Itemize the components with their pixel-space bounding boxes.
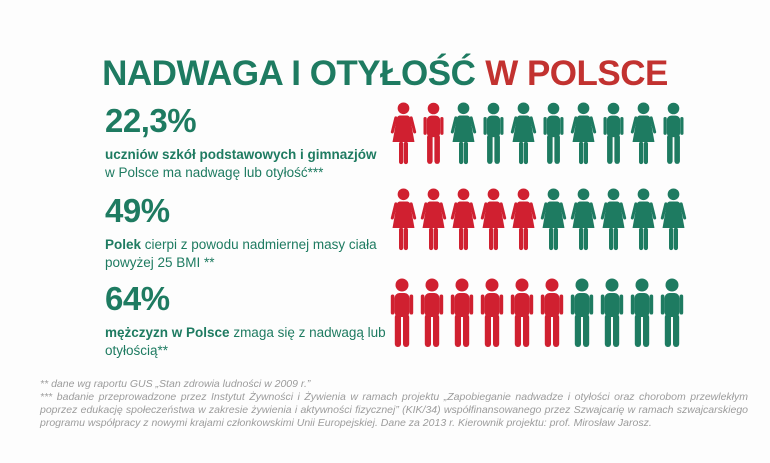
- male-person-icon: [481, 102, 506, 165]
- title-part-red: W POLSCE: [485, 54, 668, 94]
- stat-women-description: Polek cierpi z powodu nadmiernej masy ci…: [105, 236, 390, 272]
- female-person-icon: [568, 188, 599, 251]
- male-person-icon: [661, 102, 686, 165]
- male-person-icon: [601, 102, 626, 165]
- pictogram-row-students: [388, 102, 686, 165]
- footnote-gus-report: ** dane wg raportu GUS „Stan zdrowia lud…: [40, 378, 311, 390]
- female-person-icon: [508, 102, 539, 165]
- stat-men-description: mężczyzn w Polsce zmaga się z nadwagą lu…: [105, 324, 390, 360]
- female-person-icon: [568, 102, 599, 165]
- female-person-icon: [598, 188, 629, 251]
- female-person-icon: [418, 188, 449, 251]
- pictogram-row-women: [388, 188, 689, 251]
- female-person-icon: [388, 102, 419, 165]
- stat-students-description-bold: uczniów szkół podstawowych i gimnazjów: [105, 147, 377, 162]
- male-person-icon: [598, 278, 626, 348]
- stat-women-value: 49%: [105, 192, 170, 229]
- male-person-icon: [421, 102, 446, 165]
- stat-women: 49% Polek cierpi z powodu nadmiernej mas…: [105, 194, 390, 272]
- female-person-icon: [538, 188, 569, 251]
- footnotes: ** dane wg raportu GUS „Stan zdrowia lud…: [40, 378, 748, 430]
- footnote-study-details: *** badanie przeprowadzone przez Instytu…: [40, 390, 748, 429]
- male-person-icon: [388, 278, 416, 348]
- stat-women-description-rest: cierpi z powodu nadmiernej masy ciała po…: [105, 237, 377, 270]
- female-person-icon: [448, 188, 479, 251]
- male-person-icon: [658, 278, 686, 348]
- female-person-icon: [658, 188, 689, 251]
- male-person-icon: [478, 278, 506, 348]
- stat-students: 22,3% uczniów szkół podstawowych i gimna…: [105, 104, 390, 182]
- stat-students-description: uczniów szkół podstawowych i gimnazjów w…: [105, 146, 390, 182]
- male-person-icon: [418, 278, 446, 348]
- female-person-icon: [628, 102, 659, 165]
- male-person-icon: [628, 278, 656, 348]
- male-person-icon: [538, 278, 566, 348]
- stat-men: 64% mężczyzn w Polsce zmaga się z nadwag…: [105, 282, 390, 360]
- male-person-icon: [568, 278, 596, 348]
- stat-students-description-rest: w Polsce ma nadwagę lub otyłość***: [105, 164, 324, 180]
- female-person-icon: [628, 188, 659, 251]
- male-person-icon: [448, 278, 476, 348]
- stat-women-description-bold: Polek: [105, 237, 142, 252]
- stat-men-description-bold: mężczyzn w Polsce: [105, 325, 230, 340]
- stat-men-description-rest: zmaga się z nadwagą lub otyłością**: [105, 325, 386, 358]
- stat-students-value: 22,3%: [105, 102, 197, 139]
- pictogram-row-men: [388, 278, 686, 348]
- title-part-teal: NADWAGA I OTYŁOŚĆ: [102, 54, 476, 94]
- female-person-icon: [478, 188, 509, 251]
- male-person-icon: [508, 278, 536, 348]
- female-person-icon: [508, 188, 539, 251]
- stat-men-value: 64%: [105, 280, 170, 317]
- male-person-icon: [541, 102, 566, 165]
- page-title: NADWAGA I OTYŁOŚĆ W POLSCE: [0, 56, 770, 91]
- female-person-icon: [448, 102, 479, 165]
- female-person-icon: [388, 188, 419, 251]
